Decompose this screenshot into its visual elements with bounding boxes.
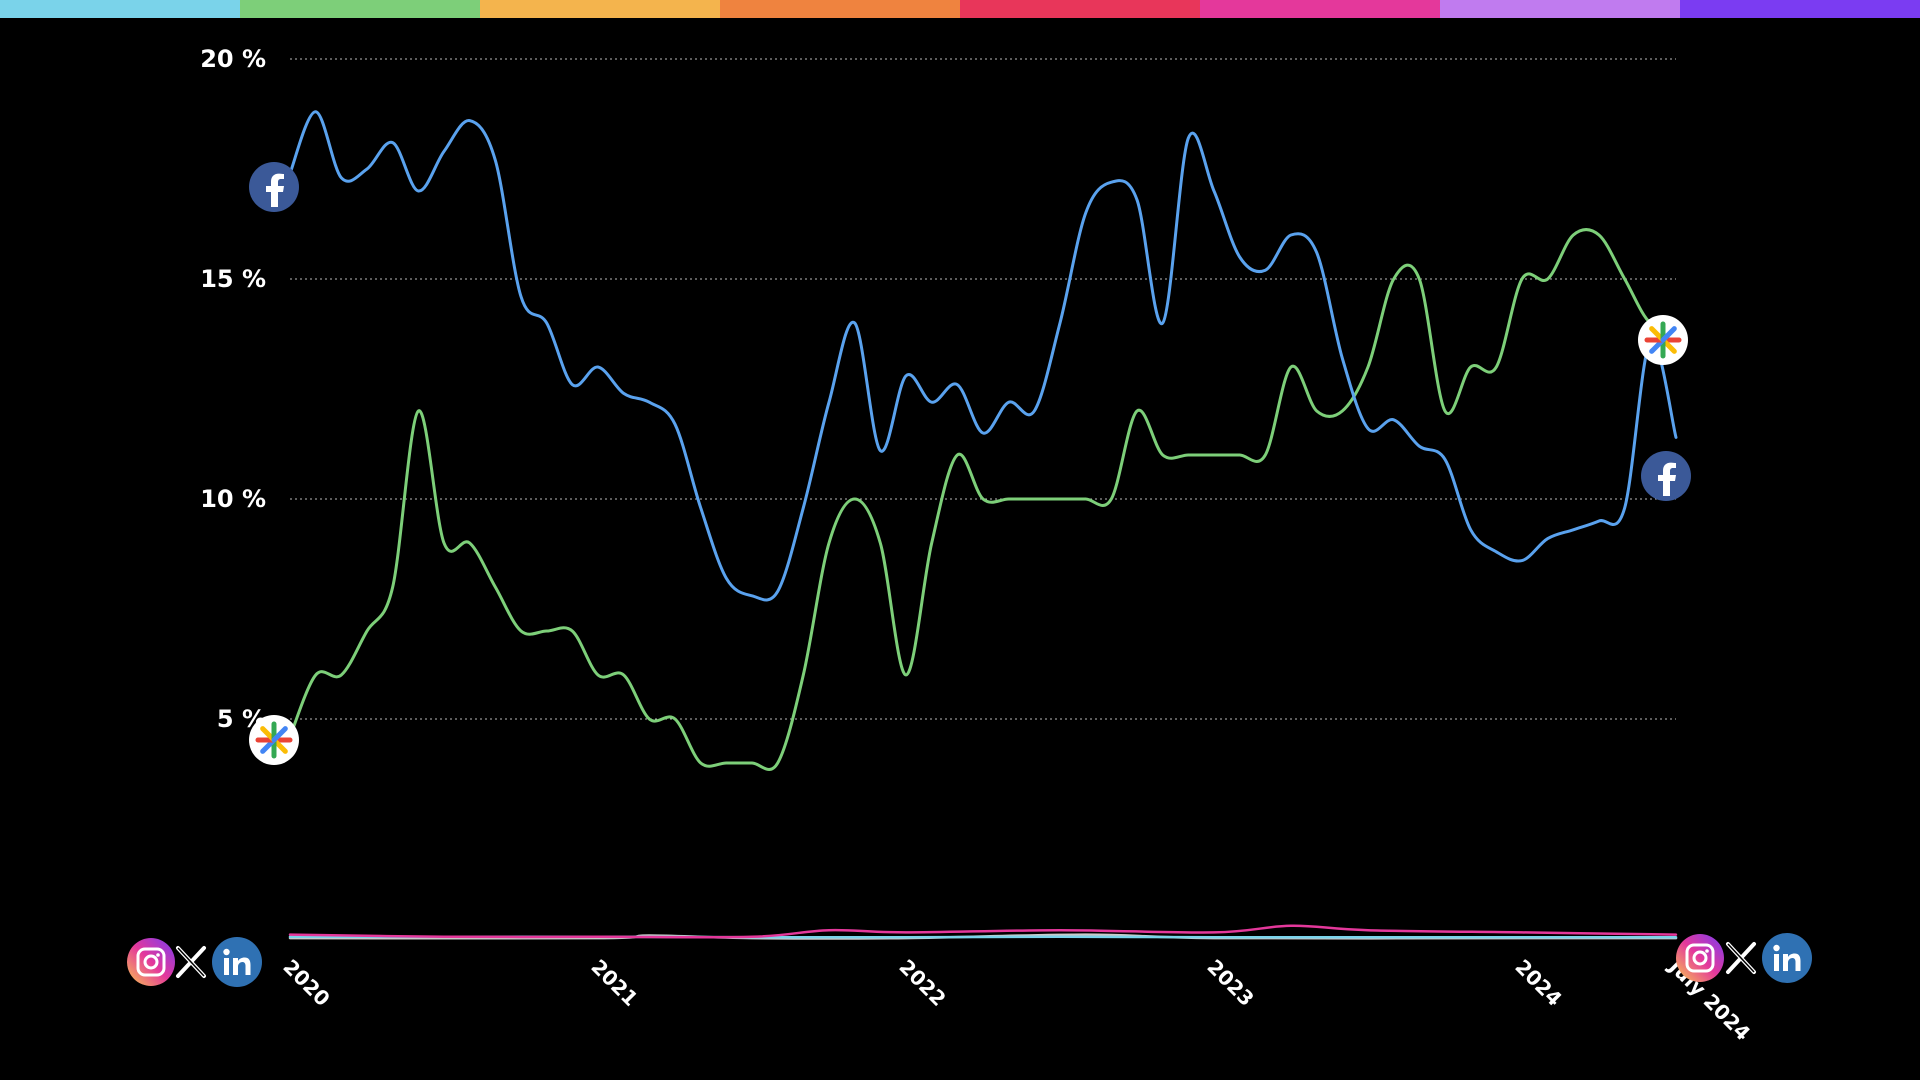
x-tick-label: 2022 (894, 955, 950, 1011)
x-axis: 2020 2021 2022 2023 2024 July 2024 (278, 953, 1755, 1045)
color-bar-segment (960, 0, 1200, 18)
series-line-instagram (288, 924, 1678, 939)
color-bar-segment (1200, 0, 1440, 18)
series-line-google-photos (288, 228, 1678, 771)
series-lines (288, 110, 1678, 940)
y-tick-label: 10 % (200, 485, 266, 513)
series-icons (127, 162, 1812, 987)
top-color-bar (0, 0, 1920, 18)
google-photos-icon (1638, 315, 1688, 365)
facebook-icon (249, 162, 299, 212)
y-tick-label: 20 % (200, 45, 266, 73)
x-tick-label: 2020 (278, 955, 334, 1011)
google-photos-icon (249, 715, 299, 765)
x-tick-label: 2021 (586, 955, 642, 1011)
series-line-facebook (288, 110, 1678, 602)
color-bar-segment (480, 0, 720, 18)
color-bar-segment (1680, 0, 1920, 18)
y-axis: 20 %15 %10 %5 % (200, 45, 266, 733)
linkedin-icon (212, 937, 262, 987)
x-tick-label: 2024 (1510, 955, 1566, 1011)
y-tick-label: 15 % (200, 265, 266, 293)
color-bar-segment (1440, 0, 1680, 18)
instagram-icon (1676, 934, 1724, 982)
color-bar-segment (240, 0, 480, 18)
x-icon (176, 946, 206, 978)
color-bar-segment (0, 0, 240, 18)
x-icon (1726, 942, 1756, 974)
color-bar-segment (720, 0, 960, 18)
facebook-icon (1641, 451, 1691, 501)
linkedin-icon (1762, 933, 1812, 983)
grid-lines (290, 58, 1676, 720)
instagram-icon (127, 938, 175, 986)
x-tick-label: 2023 (1202, 955, 1258, 1011)
